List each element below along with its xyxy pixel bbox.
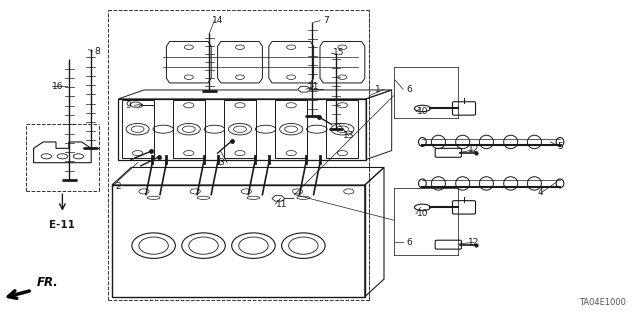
Text: 3: 3 <box>218 158 223 167</box>
Polygon shape <box>298 86 310 92</box>
Text: 10: 10 <box>417 107 428 116</box>
Text: TA04E1000: TA04E1000 <box>579 298 626 307</box>
Text: E-11: E-11 <box>49 220 76 230</box>
Text: 5: 5 <box>557 142 563 151</box>
Text: 6: 6 <box>407 85 412 94</box>
Text: 15: 15 <box>333 48 345 57</box>
Text: 2: 2 <box>116 182 121 191</box>
Text: FR.: FR. <box>36 276 58 289</box>
Text: 12: 12 <box>468 238 479 247</box>
Text: 6: 6 <box>407 238 412 247</box>
Text: 1: 1 <box>375 85 380 94</box>
Text: 7: 7 <box>324 16 329 25</box>
Text: 12: 12 <box>468 145 479 154</box>
Polygon shape <box>272 196 285 201</box>
Text: 11: 11 <box>308 82 319 91</box>
Text: 10: 10 <box>417 209 428 218</box>
Text: 11: 11 <box>276 200 287 209</box>
Text: 4: 4 <box>538 189 543 197</box>
Text: 13: 13 <box>343 131 355 140</box>
Text: 14: 14 <box>212 16 223 25</box>
Text: 16: 16 <box>52 82 63 91</box>
Text: 9: 9 <box>125 101 131 110</box>
Polygon shape <box>130 102 141 107</box>
Text: 8: 8 <box>95 47 100 56</box>
